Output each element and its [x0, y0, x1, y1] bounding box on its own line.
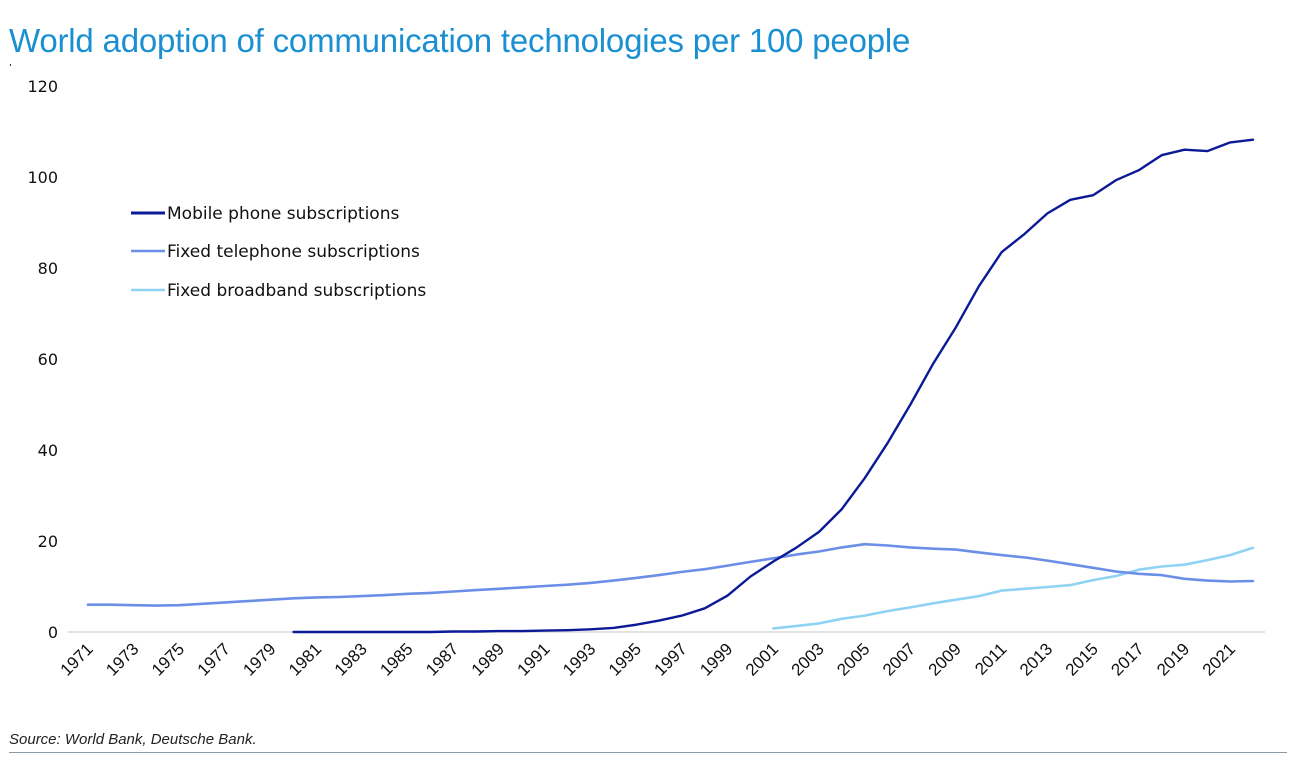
x-tick-label: 2013: [1016, 639, 1056, 679]
x-tick-label: 1991: [514, 639, 554, 679]
series-lines: [86, 138, 1255, 634]
x-tick-label: 2001: [742, 639, 782, 679]
x-tick-label: 1973: [102, 639, 142, 679]
y-axis-ticks: 0 20 40 60 80 100 120: [27, 77, 58, 642]
x-tick-label: 1977: [194, 639, 234, 679]
decorative-dot: [10, 64, 11, 66]
y-tick-label: 120: [27, 77, 58, 96]
y-tick-label: 60: [38, 350, 58, 369]
series-line-fixed-broadband: [771, 546, 1255, 630]
series-line-mobile-phone: [292, 138, 1255, 634]
y-tick-label: 20: [38, 532, 58, 551]
chart-title: World adoption of communication technolo…: [9, 22, 911, 59]
x-tick-label: 2011: [971, 639, 1010, 678]
legend: Mobile phone subscriptions Fixed telephon…: [131, 204, 426, 301]
y-tick-label: 40: [38, 441, 58, 460]
legend-label-mobile-phone: Mobile phone subscriptions: [167, 204, 399, 224]
x-axis-ticks: 1971 1973 1975 1977 1979 1981 1983 1985 1987 1989…: [57, 639, 1239, 679]
x-tick-label: 1983: [331, 639, 371, 679]
x-tick-label: 2021: [1199, 639, 1239, 679]
line-chart: 0 20 40 60 80 100 120 1971 1973 1975 1977 1979 1981…: [27, 77, 1265, 680]
x-tick-label: 1987: [422, 639, 462, 679]
y-tick-label: 100: [27, 168, 58, 187]
x-tick-label: 1981: [285, 639, 325, 679]
x-tick-label: 1979: [239, 639, 279, 679]
x-tick-label: 1989: [468, 639, 508, 679]
x-tick-label: 2003: [788, 639, 828, 679]
x-tick-label: 1993: [559, 639, 599, 679]
x-tick-label: 1975: [148, 639, 188, 679]
footer-divider: [9, 752, 1287, 753]
y-tick-label: 0: [48, 623, 58, 642]
x-tick-label: 2017: [1107, 639, 1147, 679]
x-tick-label: 2005: [833, 639, 873, 679]
y-tick-label: 80: [38, 259, 58, 278]
x-tick-label: 1995: [605, 639, 645, 679]
x-tick-label: 2009: [925, 639, 965, 679]
x-tick-label: 1971: [57, 639, 97, 679]
x-tick-label: 2007: [879, 639, 919, 679]
source-note: Source: World Bank, Deutsche Bank.: [9, 731, 257, 748]
legend-label-fixed-broadband: Fixed broadband subscriptions: [167, 281, 426, 301]
x-tick-label: 1997: [651, 639, 691, 679]
series-line-fixed-telephone: [86, 542, 1255, 607]
x-tick-label: 1999: [696, 639, 736, 679]
x-tick-label: 1985: [376, 639, 416, 679]
x-tick-label: 2015: [1062, 639, 1102, 679]
legend-label-fixed-telephone: Fixed telephone subscriptions: [167, 242, 420, 262]
x-tick-label: 2019: [1153, 639, 1193, 679]
